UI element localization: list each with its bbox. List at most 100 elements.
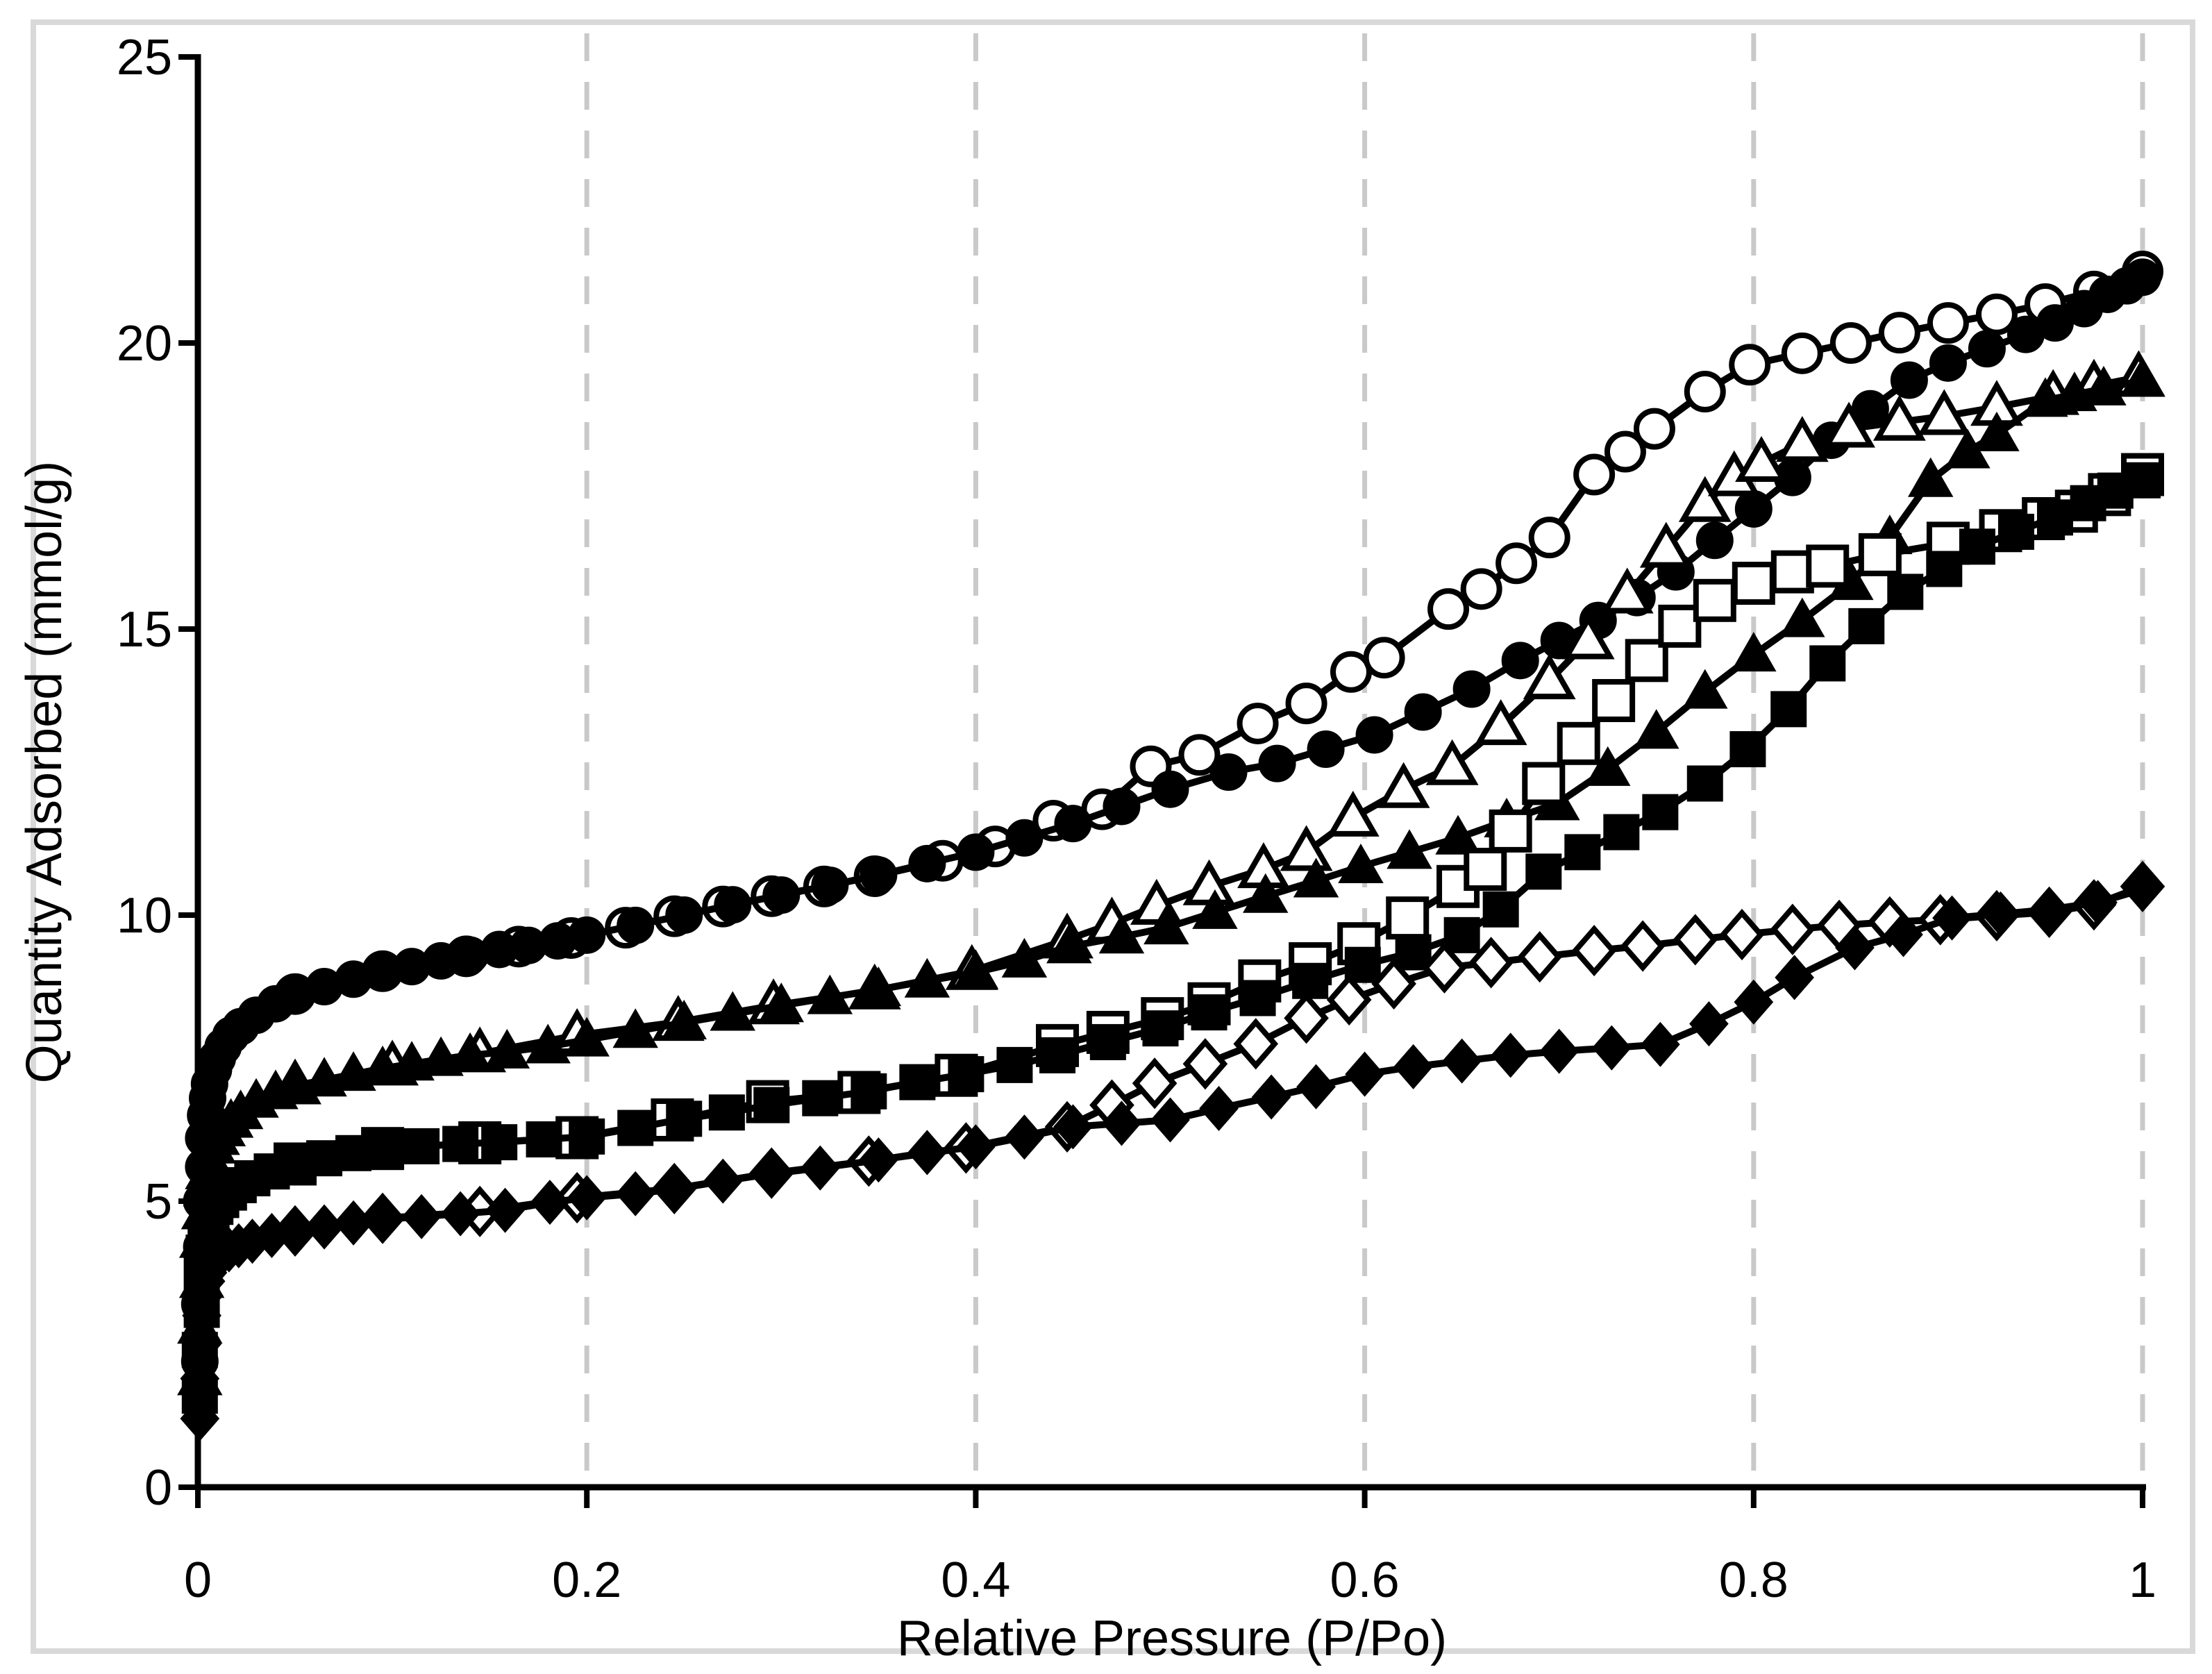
filled-square-marker — [1809, 645, 1846, 682]
filled-diamond-marker — [1102, 1100, 1141, 1146]
filled-circle-marker — [1258, 744, 1296, 782]
open-triangle-marker — [1326, 790, 1380, 837]
filled-triangle-marker — [1386, 829, 1432, 869]
filled-triangle-marker — [1293, 857, 1339, 898]
filled-diamond-marker — [1734, 979, 1774, 1025]
x-axis-title: Relative Pressure (P/Po) — [896, 1611, 1448, 1666]
filled-circle-marker — [1695, 521, 1734, 560]
filled-triangle-marker — [2081, 365, 2127, 405]
filled-diamond-marker — [1393, 1044, 1433, 1089]
open-square-marker — [1858, 533, 1902, 576]
filled-square-marker — [996, 1046, 1033, 1083]
filled-triangle-marker — [661, 999, 707, 1039]
open-triangle-marker — [1377, 762, 1430, 808]
open-circle-marker — [1829, 322, 1872, 364]
open-square-marker — [1732, 562, 1775, 605]
filled-diamond-marker — [859, 1137, 898, 1183]
filled-square-marker — [1997, 513, 2034, 550]
filled-square-marker — [1482, 891, 1519, 928]
filled-triangle-marker — [1682, 669, 1728, 709]
open-triangle-marker — [1823, 401, 1875, 448]
filled-diamond-marker — [530, 1180, 570, 1225]
filled-triangle-marker — [710, 991, 756, 1031]
filled-square-marker — [899, 1064, 936, 1100]
filled-circle-marker — [1929, 344, 1967, 382]
filled-circle-marker — [1209, 753, 1248, 791]
open-triangle-marker — [1561, 613, 1615, 660]
filled-circle-marker — [762, 876, 801, 914]
filled-triangle-marker — [1338, 843, 1384, 883]
filled-diamond-marker — [275, 1209, 315, 1255]
filled-circle-marker — [1890, 361, 1928, 399]
filled-triangle-marker — [1046, 923, 1092, 964]
open-circle-marker — [1460, 568, 1502, 610]
filled-square-marker — [666, 1100, 703, 1137]
filled-triangle-marker — [2120, 357, 2165, 397]
filled-square-marker — [948, 1056, 984, 1093]
filled-circle-marker — [1103, 787, 1141, 826]
x-tick-label-1: 1 — [2129, 1552, 2156, 1608]
filled-square-marker — [802, 1080, 839, 1116]
filled-square-marker — [1887, 574, 1924, 610]
filled-square-marker — [2125, 462, 2161, 499]
open-diamond-marker — [1182, 1038, 1228, 1090]
filled-triangle-marker — [1143, 905, 1189, 945]
open-triangle-marker — [1872, 394, 1926, 441]
filled-diamond-marker — [1884, 912, 1923, 957]
filled-square-marker — [526, 1121, 562, 1158]
y-tick-label-0: 0 — [144, 1460, 172, 1516]
series-line-triangles-desorption — [292, 374, 2143, 1089]
open-diamond-marker — [1371, 957, 1416, 1010]
filled-circle-marker — [617, 906, 655, 944]
filled-diamond-marker — [1005, 1114, 1044, 1160]
open-square-marker — [1489, 809, 1532, 853]
filled-circle-marker — [1307, 730, 1345, 769]
open-circle-marker — [1604, 430, 1646, 473]
filled-square-marker — [1089, 1023, 1126, 1060]
filled-square-marker — [1039, 1037, 1076, 1073]
open-square-marker — [1625, 639, 1668, 683]
open-square-marker — [1693, 578, 1736, 622]
open-diamond-marker — [1517, 931, 1562, 983]
filled-circle-marker — [1355, 716, 1393, 754]
filled-diamond-marker — [2122, 867, 2163, 912]
filled-square-marker — [1686, 765, 1723, 802]
open-circle-marker — [1729, 344, 1771, 386]
filled-triangle-marker — [1001, 937, 1048, 978]
filled-diamond-marker — [956, 1124, 996, 1170]
filled-circle-marker — [1054, 805, 1092, 843]
open-diamond-marker — [1468, 937, 1514, 989]
filled-diamond-marker — [401, 1194, 442, 1239]
filled-triangle-marker — [1098, 914, 1145, 954]
open-circle-marker — [1975, 293, 2018, 335]
filled-triangle-marker — [1585, 746, 1631, 786]
series-diamonds-adsorption — [180, 867, 2163, 1441]
x-tick-label-0.4: 0.4 — [941, 1552, 1010, 1608]
filled-triangle-marker — [564, 1016, 610, 1057]
open-circle-marker — [1427, 588, 1470, 630]
x-tick-label-0.8: 0.8 — [1719, 1552, 1788, 1608]
filled-square-marker — [442, 1125, 479, 1162]
filled-diamond-marker — [1981, 891, 2020, 937]
open-triangle-marker — [1280, 825, 1333, 871]
filled-triangle-marker — [1974, 411, 2020, 451]
x-tick-label-0.6: 0.6 — [1330, 1552, 1400, 1608]
filled-triangle-marker — [953, 949, 999, 989]
open-diamond-marker — [1571, 924, 1617, 977]
open-circle-marker — [1363, 637, 1405, 679]
open-triangle-marker — [1775, 416, 1829, 462]
filled-diamond-marker — [182, 1321, 221, 1367]
y-axis-title: Quantity Adsorbed (mmol/g) — [17, 460, 72, 1084]
open-diamond-marker — [1284, 992, 1329, 1044]
filled-diamond-marker — [615, 1171, 655, 1216]
filled-diamond-marker — [800, 1145, 840, 1191]
filled-triangle-marker — [447, 1032, 493, 1072]
filled-square-marker — [1959, 528, 1995, 565]
series-circles-adsorption — [181, 258, 2161, 1380]
filled-diamond-marker — [180, 1355, 220, 1401]
y-tick-label-25: 25 — [117, 30, 172, 85]
open-circle-marker — [1528, 517, 1570, 559]
open-circle-marker — [1285, 683, 1327, 725]
filled-diamond-marker — [1199, 1085, 1239, 1132]
series-triangles-adsorption — [177, 357, 2165, 1396]
